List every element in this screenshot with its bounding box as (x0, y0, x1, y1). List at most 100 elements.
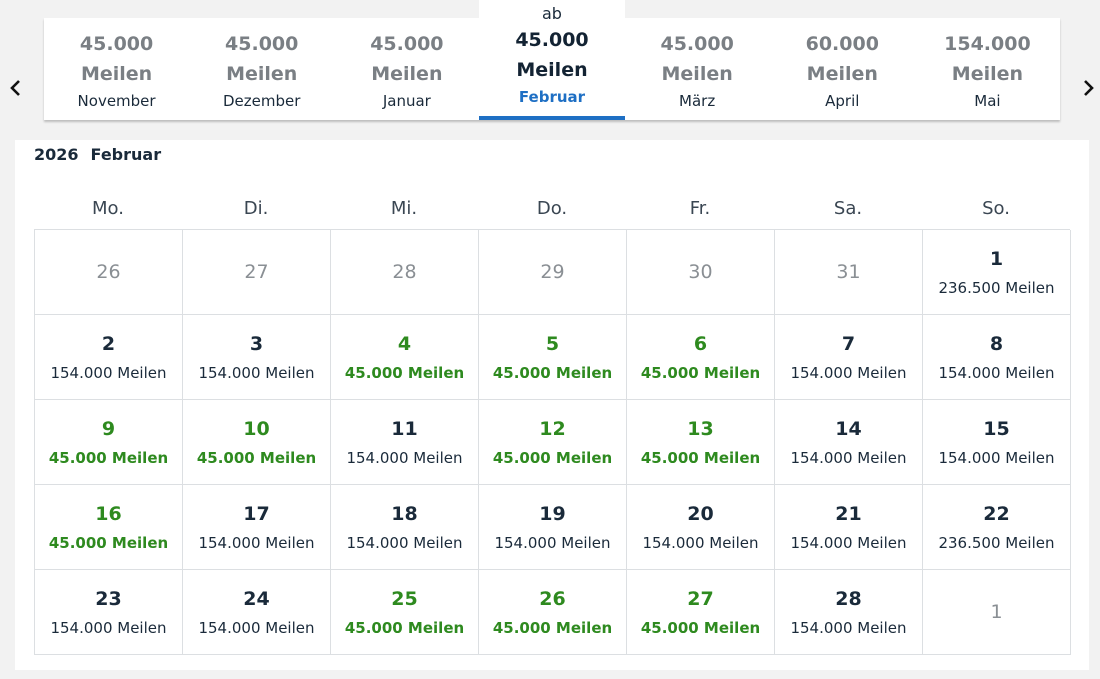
month-price-unit: Meilen (951, 63, 1024, 85)
weekday-label: So. (982, 198, 1010, 219)
day-number: 22 (983, 502, 1010, 525)
day-cell[interactable]: 4 45.000 Meilen (331, 315, 479, 400)
month-name: Dezember (223, 92, 301, 110)
day-number: 25 (391, 587, 418, 610)
day-number: 12 (539, 417, 566, 440)
calendar-panel: 2026 Februar Mo. Di. Mi. Do. Fr. Sa. So. … (15, 140, 1089, 670)
month-tab-maerz[interactable]: 45.000 Meilen März (625, 18, 770, 120)
day-price: 45.000 Meilen (640, 363, 761, 382)
day-price: 154.000 Meilen (790, 363, 907, 382)
day-price: 45.000 Meilen (492, 618, 613, 637)
month-price-unit: Meilen (661, 63, 733, 85)
day-cell[interactable]: 12 45.000 Meilen (479, 400, 627, 485)
day-cell[interactable]: 23 154.000 Meilen (35, 570, 183, 655)
day-cell[interactable]: 26 45.000 Meilen (479, 570, 627, 655)
day-price: 154.000 Meilen (790, 618, 907, 637)
day-number: 21 (835, 502, 862, 525)
month-tab-april[interactable]: 60.000 Meilen April (770, 18, 915, 120)
day-number: 23 (95, 587, 122, 610)
day-number: 24 (243, 587, 270, 610)
month-price-unit: Meilen (806, 63, 878, 85)
month-name: Januar (382, 92, 431, 110)
day-price: 45.000 Meilen (640, 618, 761, 637)
day-number: 4 (397, 332, 412, 355)
day-cell[interactable]: 20 154.000 Meilen (627, 485, 775, 570)
calendar-title: 2026 Februar (34, 145, 173, 164)
day-cell[interactable]: 17 154.000 Meilen (183, 485, 331, 570)
day-cell[interactable]: 5 45.000 Meilen (479, 315, 627, 400)
day-cell[interactable]: 7 154.000 Meilen (775, 315, 923, 400)
day-cell[interactable]: 6 45.000 Meilen (627, 315, 775, 400)
weekday-label: Mi. (390, 198, 418, 219)
day-number: 20 (687, 502, 714, 525)
day-cell[interactable]: 11 154.000 Meilen (331, 400, 479, 485)
month-tab-mai[interactable]: 154.000 Meilen Mai (915, 18, 1060, 120)
day-cell[interactable]: 8 154.000 Meilen (923, 315, 1071, 400)
day-cell[interactable]: 18 154.000 Meilen (331, 485, 479, 570)
day-cell[interactable]: 24 154.000 Meilen (183, 570, 331, 655)
calendar-grid: 26 27 28 29 30 31 1 236.500 Meilen 2 154.000 Meil… (34, 229, 1071, 655)
day-cell[interactable]: 25 45.000 Meilen (331, 570, 479, 655)
month-selector: 45.000 Meilen November 45.000 Meilen Dez… (44, 0, 1060, 120)
month-price: 45.000 (515, 29, 589, 51)
day-number: 19 (539, 502, 566, 525)
day-price: 45.000 Meilen (344, 363, 465, 382)
day-cell[interactable]: 22 236.500 Meilen (923, 485, 1071, 570)
day-number: 13 (687, 417, 714, 440)
day-cell-outside-month: 28 (331, 230, 479, 315)
month-price-unit: Meilen (226, 63, 298, 85)
day-cell[interactable]: 16 45.000 Meilen (35, 485, 183, 570)
month-name: November (77, 92, 156, 110)
month-tab-februar[interactable]: ab 45.000 Meilen Februar (479, 0, 625, 120)
day-number: 27 (687, 587, 714, 610)
day-price: 154.000 Meilen (346, 448, 463, 467)
day-price: 154.000 Meilen (642, 533, 759, 552)
month-price: 45.000 (79, 33, 154, 55)
day-price: 45.000 Meilen (492, 363, 613, 382)
day-price: 154.000 Meilen (198, 363, 315, 382)
day-number: 3 (249, 332, 264, 355)
weekday-label: Do. (536, 198, 568, 219)
day-cell[interactable]: 2 154.000 Meilen (35, 315, 183, 400)
day-number: 18 (391, 502, 418, 525)
day-cell[interactable]: 28 154.000 Meilen (775, 570, 923, 655)
month-tab-januar[interactable]: 45.000 Meilen Januar (334, 18, 479, 120)
day-price: 45.000 Meilen (196, 448, 317, 467)
day-cell-outside-month: 31 (775, 230, 923, 315)
day-cell[interactable]: 10 45.000 Meilen (183, 400, 331, 485)
day-price: 154.000 Meilen (938, 363, 1055, 382)
calendar-year: 2026 (34, 145, 79, 164)
day-number: 16 (95, 502, 122, 525)
day-price: 154.000 Meilen (790, 533, 907, 552)
month-tab-november[interactable]: 45.000 Meilen November (44, 18, 189, 120)
weekday-label: Sa. (833, 198, 863, 219)
month-name: Mai (974, 92, 1001, 110)
day-number: 31 (836, 261, 861, 283)
month-price: 45.000 (225, 33, 299, 55)
month-price-prefix: ab (542, 4, 562, 23)
month-name: Februar (518, 88, 586, 106)
weekday-label: Fr. (689, 198, 711, 219)
day-number: 28 (392, 261, 417, 283)
day-cell-outside-month: 27 (183, 230, 331, 315)
day-number: 15 (983, 417, 1010, 440)
day-number: 1 (990, 601, 1003, 623)
day-price: 236.500 Meilen (938, 533, 1055, 552)
day-number: 27 (244, 261, 269, 283)
day-cell[interactable]: 9 45.000 Meilen (35, 400, 183, 485)
day-cell[interactable]: 13 45.000 Meilen (627, 400, 775, 485)
next-month-button[interactable] (1074, 70, 1100, 106)
day-number: 17 (243, 502, 270, 525)
day-cell[interactable]: 1 236.500 Meilen (923, 230, 1071, 315)
day-cell[interactable]: 27 45.000 Meilen (627, 570, 775, 655)
month-tab-dezember[interactable]: 45.000 Meilen Dezember (189, 18, 334, 120)
day-number: 28 (835, 587, 862, 610)
day-cell[interactable]: 15 154.000 Meilen (923, 400, 1071, 485)
day-cell[interactable]: 19 154.000 Meilen (479, 485, 627, 570)
chevron-left-icon (10, 80, 20, 96)
day-cell[interactable]: 14 154.000 Meilen (775, 400, 923, 485)
day-cell[interactable]: 21 154.000 Meilen (775, 485, 923, 570)
prev-month-button[interactable] (2, 70, 30, 106)
day-number: 2 (101, 332, 116, 355)
day-cell[interactable]: 3 154.000 Meilen (183, 315, 331, 400)
